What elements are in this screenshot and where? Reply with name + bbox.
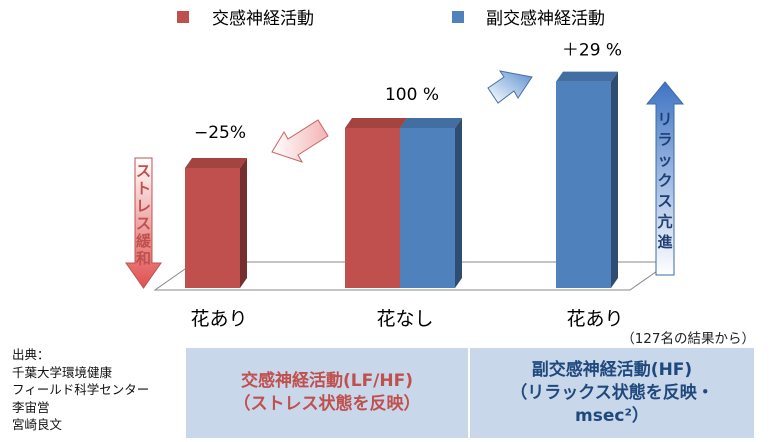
legend: 交感神経活動 副交感神経活動 xyxy=(177,9,605,29)
source-credit: 出典： 千葉大学環境健康 フィールド科学センター 李宙営 宮崎良文 xyxy=(12,346,149,434)
source-line: 千葉大学環境健康 xyxy=(12,364,113,380)
annotation-char: リ xyxy=(657,110,672,128)
down-arrow-icon xyxy=(125,157,162,289)
relaxation-arrow: リラックス亢進 xyxy=(645,81,685,276)
bar-front xyxy=(400,128,455,288)
bar-top xyxy=(556,71,618,82)
bar-front xyxy=(345,128,400,288)
bar-sympathetic-1 xyxy=(345,118,407,288)
bar-side xyxy=(240,158,247,288)
source-line: 李宙営 xyxy=(12,399,50,415)
bars xyxy=(185,71,618,288)
bar-sympathetic-0 xyxy=(185,158,247,288)
annotation-char: 緩 xyxy=(136,232,152,250)
annotation-char: ラ xyxy=(657,131,672,149)
value-label-flower-sympathetic: −25% xyxy=(194,123,246,143)
annotation-char: ス xyxy=(657,192,672,210)
category-label-flower-2: 花あり xyxy=(566,308,623,330)
sympathetic-caption-box: 交感神経活動(LF/HF) （ストレス状態を反映） xyxy=(186,348,468,438)
annotation-char: ク xyxy=(657,172,672,190)
annotation-char: ス xyxy=(136,215,151,233)
parasympathetic-caption: 副交感神経活動(HF) （リラックス状態を反映・ msec²） xyxy=(510,359,714,426)
bar-side xyxy=(455,118,462,288)
up-arrow-icon xyxy=(645,81,685,276)
parasympathetic-caption-box: 副交感神経活動(HF) （リラックス状態を反映・ msec²） xyxy=(470,348,754,438)
annotation-char: ッ xyxy=(657,151,672,169)
legend-label-sympathetic: 交感神経活動 xyxy=(212,9,314,29)
legend-swatch-parasympathetic xyxy=(452,11,464,23)
bar-front xyxy=(185,168,240,288)
stress-relief-label: ストレス緩和 xyxy=(136,162,152,268)
bar-top xyxy=(345,118,407,128)
source-line: 出典： xyxy=(12,347,50,362)
sample-note: （127名の結果から） xyxy=(621,331,755,347)
category-label-no-flower: 花なし xyxy=(376,308,433,330)
annotation-char: 亢 xyxy=(657,213,672,231)
bar-chart: 交感神経活動 副交感神経活動 −25% 100 % ＋29 % 花あり 花なし … xyxy=(125,9,685,330)
value-label-no-flower: 100 % xyxy=(385,85,439,105)
bar-front xyxy=(556,81,611,288)
bar-top xyxy=(185,158,247,168)
legend-label-parasympathetic: 副交感神経活動 xyxy=(486,9,605,29)
annotation-char: レ xyxy=(136,197,151,215)
sympathetic-caption: 交感神経活動(LF/HF) （ストレス状態を反映） xyxy=(233,371,421,414)
bar-parasympathetic-2 xyxy=(556,71,618,288)
bar-top xyxy=(400,118,462,128)
annotation-char: ト xyxy=(136,180,151,198)
legend-swatch-sympathetic xyxy=(177,11,189,23)
bar-side xyxy=(611,71,618,288)
value-label-flower-parasympathetic: ＋29 % xyxy=(562,41,622,61)
annotation-char: 和 xyxy=(136,250,151,268)
annotation-char: ス xyxy=(136,162,151,180)
category-label-flower-1: 花あり xyxy=(190,308,247,330)
stress-relief-arrow: ストレス緩和 xyxy=(125,157,162,289)
source-line: 宮崎良文 xyxy=(12,417,63,432)
annotation-char: 進 xyxy=(657,233,673,251)
relaxation-label: リラックス亢進 xyxy=(657,110,673,251)
source-line: フィールド科学センター xyxy=(12,382,150,397)
increase-arrow-icon xyxy=(487,70,533,104)
bar-parasympathetic-1 xyxy=(400,118,462,288)
decrease-arrow-icon xyxy=(271,119,329,163)
